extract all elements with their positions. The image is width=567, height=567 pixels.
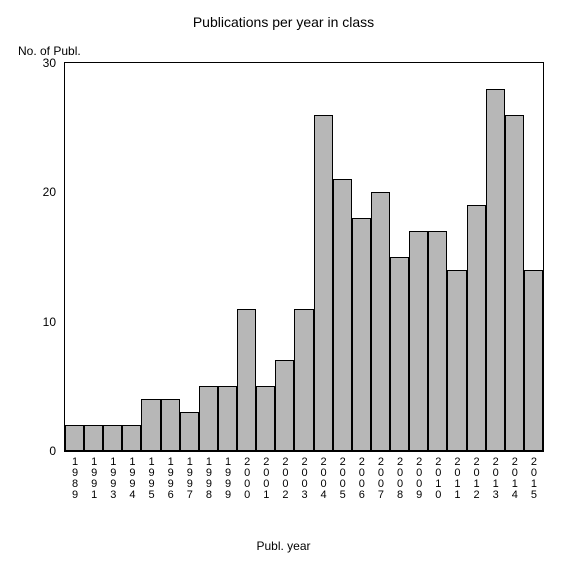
- bar: [505, 115, 524, 451]
- x-tick-label: 2005: [337, 456, 348, 500]
- y-tick-label: 10: [43, 315, 56, 329]
- bar: [161, 399, 180, 451]
- x-tick-label: 2009: [413, 456, 424, 500]
- x-tick-label: 1995: [146, 456, 157, 500]
- bar: [409, 231, 428, 451]
- bar: [428, 231, 447, 451]
- x-tick-label: 2011: [451, 456, 462, 500]
- bar: [352, 218, 371, 451]
- x-axis-label: Publ. year: [0, 539, 567, 553]
- y-tick-label: 0: [49, 444, 56, 458]
- x-tick-label: 1993: [107, 456, 118, 500]
- x-tick-label: 1994: [126, 456, 137, 500]
- y-tick-label: 20: [43, 185, 56, 199]
- x-tick-label: 2006: [356, 456, 367, 500]
- x-tick-label: 2014: [509, 456, 520, 500]
- bar: [314, 115, 333, 451]
- plot-area: [64, 62, 544, 452]
- x-tick-label: 1998: [203, 456, 214, 500]
- x-tick-label: 2004: [318, 456, 329, 500]
- bar: [390, 257, 409, 451]
- bars-group: [65, 63, 543, 451]
- x-tick-label: 2012: [471, 456, 482, 500]
- y-tick-label: 30: [43, 56, 56, 70]
- x-tick-label: 1991: [88, 456, 99, 500]
- bar: [275, 360, 294, 451]
- x-tick-label: 1996: [165, 456, 176, 500]
- x-tick-label: 2003: [299, 456, 310, 500]
- bar: [84, 425, 103, 451]
- chart-container: Publications per year in class No. of Pu…: [0, 0, 567, 567]
- bar: [524, 270, 543, 451]
- x-tick-label: 2015: [528, 456, 539, 500]
- bar: [294, 309, 313, 451]
- x-tick-label: 2001: [260, 456, 271, 500]
- bar: [371, 192, 390, 451]
- bar: [180, 412, 199, 451]
- bar: [65, 425, 84, 451]
- bar: [447, 270, 466, 451]
- x-tick-label: 1997: [184, 456, 195, 500]
- bar: [467, 205, 486, 451]
- x-tick-label: 1989: [69, 456, 80, 500]
- chart-title: Publications per year in class: [0, 14, 567, 30]
- bar: [103, 425, 122, 451]
- x-tick-label: 2008: [394, 456, 405, 500]
- bar: [237, 309, 256, 451]
- x-tick-label: 2002: [279, 456, 290, 500]
- bar: [218, 386, 237, 451]
- x-tick-label: 1999: [222, 456, 233, 500]
- x-tick-label: 2010: [432, 456, 443, 500]
- bar: [486, 89, 505, 451]
- x-ticks: 1989 1991 1993 1994 1995 1996 1997 1998 1999 2000…: [64, 456, 544, 526]
- bar: [333, 179, 352, 451]
- y-ticks: 0102030: [0, 62, 60, 452]
- bar: [122, 425, 141, 451]
- bar: [256, 386, 275, 451]
- x-tick-label: 2007: [375, 456, 386, 500]
- x-tick-label: 2000: [241, 456, 252, 500]
- x-tick-label: 2013: [490, 456, 501, 500]
- bar: [199, 386, 218, 451]
- bar: [141, 399, 160, 451]
